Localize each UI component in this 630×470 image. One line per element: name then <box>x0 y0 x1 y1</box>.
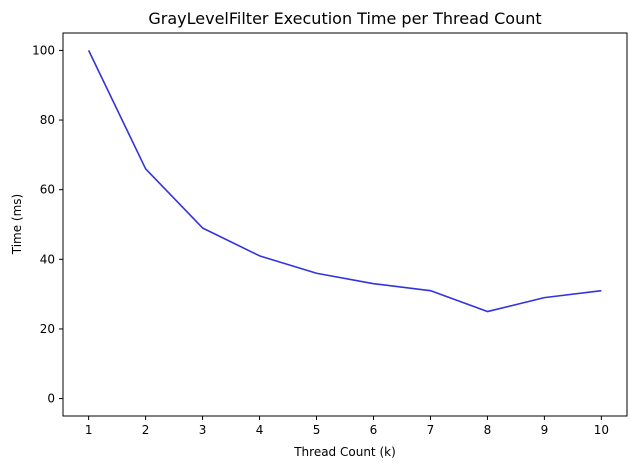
data-point <box>202 227 204 229</box>
data-point <box>316 272 318 274</box>
data-point <box>259 255 261 257</box>
x-tick-label: 6 <box>370 423 378 437</box>
x-axis-label: Thread Count (k) <box>293 445 396 459</box>
x-tick-label: 4 <box>256 423 264 437</box>
data-point <box>373 283 375 285</box>
y-axis-label: Time (ms) <box>10 194 24 256</box>
x-axis: 1 2 3 4 5 6 7 8 9 10 <box>85 416 609 437</box>
data-point <box>88 50 90 52</box>
data-point <box>601 290 603 292</box>
x-tick-label: 2 <box>142 423 150 437</box>
series-line-0 <box>87 50 602 313</box>
y-tick-label: 40 <box>40 252 55 266</box>
chart-title: GrayLevelFilter Execution Time per Threa… <box>148 9 541 28</box>
plot-frame <box>62 32 628 417</box>
y-tick-label: 100 <box>32 43 55 57</box>
y-axis: 0 20 40 60 80 100 <box>32 43 63 406</box>
data-point <box>430 290 432 292</box>
y-tick-label: 80 <box>40 113 55 127</box>
y-tick-label: 60 <box>40 183 55 197</box>
x-tick-label: 1 <box>85 423 93 437</box>
y-tick-label: 20 <box>40 322 55 336</box>
series-layer <box>87 50 603 313</box>
data-point <box>544 297 546 299</box>
y-tick-label: 0 <box>47 392 55 406</box>
x-tick-label: 3 <box>199 423 207 437</box>
data-point <box>145 168 147 170</box>
x-tick-label: 9 <box>541 423 549 437</box>
x-tick-label: 7 <box>427 423 435 437</box>
data-point <box>487 311 489 313</box>
x-tick-label: 8 <box>484 423 492 437</box>
x-tick-label: 10 <box>594 423 609 437</box>
x-tick-label: 5 <box>313 423 321 437</box>
